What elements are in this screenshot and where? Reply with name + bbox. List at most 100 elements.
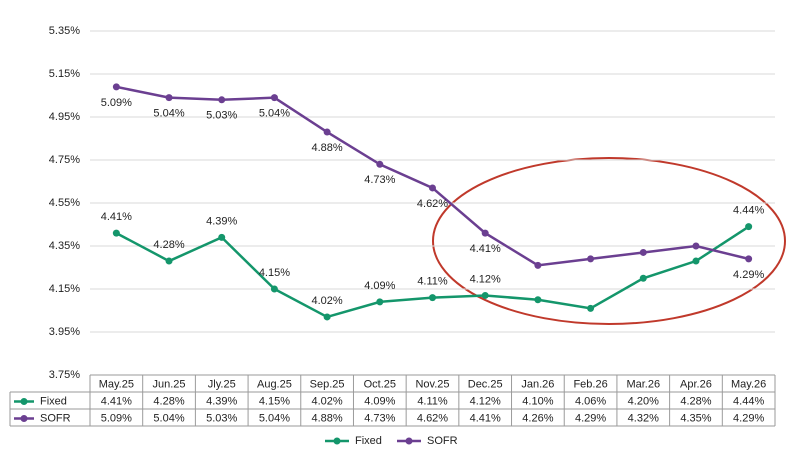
table-header: Jly.25 bbox=[208, 378, 236, 390]
data-label: 4.02% bbox=[312, 295, 343, 307]
table-value: 4.06% bbox=[575, 395, 606, 407]
table-value: 4.44% bbox=[733, 395, 764, 407]
table-value: 4.88% bbox=[312, 412, 343, 424]
data-label: 4.73% bbox=[364, 174, 395, 186]
data-point bbox=[376, 160, 384, 168]
data-label: 4.28% bbox=[153, 239, 184, 251]
data-point bbox=[587, 304, 595, 312]
data-point bbox=[323, 128, 331, 136]
data-label: 4.12% bbox=[470, 273, 501, 285]
legend-label: Fixed bbox=[355, 435, 382, 447]
y-tick-label: 3.75% bbox=[49, 369, 80, 381]
data-point bbox=[534, 261, 542, 269]
table-value: 4.20% bbox=[628, 395, 659, 407]
table-value: 4.41% bbox=[470, 412, 501, 424]
data-label: 4.15% bbox=[259, 267, 290, 279]
table-value: 4.35% bbox=[680, 412, 711, 424]
data-point bbox=[270, 94, 278, 102]
y-tick-label: 4.75% bbox=[49, 154, 80, 166]
table-value: 5.04% bbox=[153, 412, 184, 424]
table-value: 4.62% bbox=[417, 412, 448, 424]
data-point bbox=[429, 184, 436, 192]
y-tick-label: 5.35% bbox=[49, 25, 80, 37]
table-legend-marker bbox=[20, 398, 28, 405]
data-label: 5.03% bbox=[206, 110, 237, 122]
data-label: 4.29% bbox=[733, 269, 764, 281]
table-header: May.26 bbox=[731, 378, 766, 390]
data-label: 4.39% bbox=[206, 215, 237, 227]
data-label: 5.04% bbox=[153, 108, 184, 120]
data-point bbox=[218, 233, 226, 241]
data-point bbox=[481, 229, 489, 237]
table-header: Jun.25 bbox=[153, 378, 186, 390]
table-header: Oct.25 bbox=[364, 378, 396, 390]
legend-marker bbox=[333, 437, 341, 445]
data-label: 4.41% bbox=[470, 243, 501, 255]
data-label: 4.88% bbox=[312, 142, 343, 154]
table-header: Feb.26 bbox=[573, 378, 607, 390]
table-legend-marker bbox=[20, 415, 28, 422]
table-value: 4.28% bbox=[680, 395, 711, 407]
data-point bbox=[639, 274, 647, 282]
data-point bbox=[165, 94, 173, 102]
table-header: Aug.25 bbox=[257, 378, 292, 390]
data-point bbox=[112, 229, 120, 237]
table-series-name: Fixed bbox=[40, 395, 67, 407]
data-label: 4.11% bbox=[417, 276, 448, 288]
data-point bbox=[429, 294, 436, 302]
table-value: 4.39% bbox=[206, 395, 237, 407]
table-value: 4.29% bbox=[733, 412, 764, 424]
legend-marker bbox=[405, 437, 413, 445]
data-point bbox=[323, 313, 331, 321]
y-tick-label: 4.55% bbox=[49, 197, 80, 209]
data-label: 4.62% bbox=[417, 198, 448, 210]
y-tick-label: 5.15% bbox=[49, 68, 80, 80]
table-value: 5.09% bbox=[101, 412, 132, 424]
table-header: Apr.26 bbox=[680, 378, 712, 390]
table-header: Nov.25 bbox=[415, 378, 449, 390]
table-value: 4.02% bbox=[312, 395, 343, 407]
data-point bbox=[112, 83, 120, 91]
data-point bbox=[692, 257, 700, 265]
table-value: 4.09% bbox=[364, 395, 395, 407]
data-label: 4.44% bbox=[733, 205, 764, 217]
table-value: 4.29% bbox=[575, 412, 606, 424]
table-value: 5.03% bbox=[206, 412, 237, 424]
data-point bbox=[218, 96, 226, 104]
table-series-name: SOFR bbox=[40, 412, 71, 424]
table-value: 4.12% bbox=[470, 395, 501, 407]
y-tick-label: 4.15% bbox=[49, 283, 80, 295]
highlight-ellipse bbox=[432, 157, 786, 325]
data-point bbox=[745, 255, 753, 263]
y-tick-label: 3.95% bbox=[49, 326, 80, 338]
data-point bbox=[481, 291, 489, 299]
table-header: Jan.26 bbox=[521, 378, 554, 390]
data-point bbox=[587, 255, 595, 263]
legend-label: SOFR bbox=[427, 435, 458, 447]
y-tick-label: 4.35% bbox=[49, 240, 80, 252]
table-value: 4.15% bbox=[259, 395, 290, 407]
table-value: 4.32% bbox=[628, 412, 659, 424]
table-header: Sep.25 bbox=[310, 378, 345, 390]
y-tick-label: 4.95% bbox=[49, 111, 80, 123]
table-value: 4.28% bbox=[153, 395, 184, 407]
data-point bbox=[376, 298, 384, 306]
data-label: 5.09% bbox=[101, 97, 132, 109]
table-header: Dec.25 bbox=[468, 378, 503, 390]
table-value: 5.04% bbox=[259, 412, 290, 424]
table-value: 4.73% bbox=[364, 412, 395, 424]
table-value: 4.11% bbox=[417, 395, 448, 407]
data-point bbox=[165, 257, 173, 265]
table-value: 4.26% bbox=[522, 412, 553, 424]
data-label: 4.09% bbox=[364, 280, 395, 292]
table-value: 4.10% bbox=[522, 395, 553, 407]
data-point bbox=[692, 242, 700, 250]
data-label: 5.04% bbox=[259, 108, 290, 120]
data-point bbox=[745, 223, 753, 231]
data-label: 4.41% bbox=[101, 211, 132, 223]
data-point bbox=[534, 296, 542, 304]
data-point bbox=[639, 248, 647, 256]
table-value: 4.41% bbox=[101, 395, 132, 407]
